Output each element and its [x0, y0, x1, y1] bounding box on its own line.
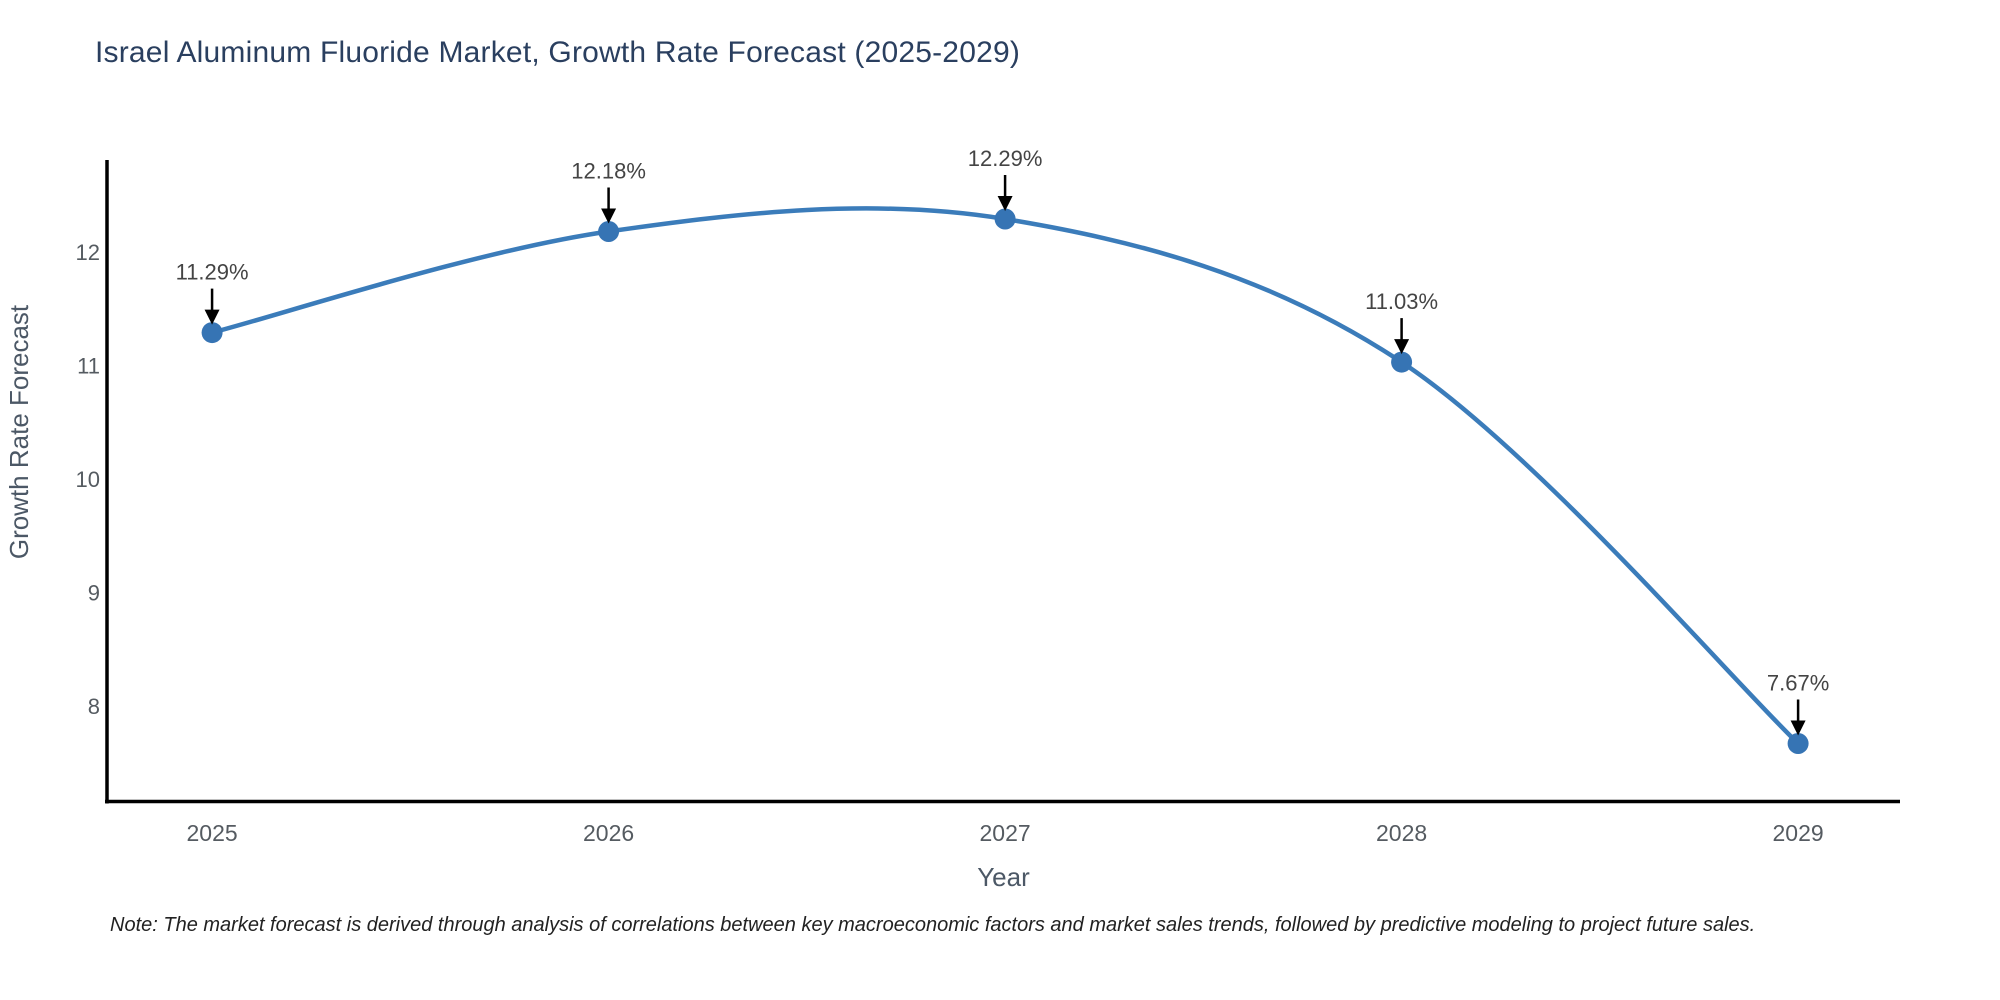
y-tick-label-11: 11 — [77, 354, 100, 379]
annotation-arrowhead-2028 — [1394, 339, 1410, 355]
annotation-label-2025: 11.29% — [176, 260, 249, 285]
x-tick-label-2027: 2027 — [980, 820, 1031, 846]
annotation-arrowhead-2025 — [204, 309, 220, 325]
annotation-label-2026: 12.18% — [571, 159, 646, 184]
annotation-label-2029: 7.67% — [1767, 671, 1829, 696]
chart-footnote: Note: The market forecast is derived thr… — [110, 914, 1756, 936]
data-point-2027[interactable] — [994, 208, 1016, 230]
data-point-2028[interactable] — [1391, 351, 1413, 373]
y-tick-label-10: 10 — [76, 467, 100, 492]
annotation-arrowhead-2029 — [1790, 720, 1806, 736]
y-tick-label-9: 9 — [88, 581, 100, 606]
x-tick-label-2028: 2028 — [1376, 820, 1427, 846]
annotation-label-2028: 11.03% — [1365, 289, 1438, 314]
x-tick-label-2025: 2025 — [187, 820, 238, 846]
x-axis-title: Year — [977, 862, 1030, 892]
chart-title: Israel Aluminum Fluoride Market, Growth … — [95, 36, 1021, 69]
x-tick-label-2026: 2026 — [583, 820, 634, 846]
y-tick-label-8: 8 — [88, 694, 100, 719]
data-point-2026[interactable] — [598, 221, 620, 242]
annotation-label-2027: 12.29% — [968, 146, 1043, 171]
series-line — [209, 206, 1801, 746]
x-tick-label-2029: 2029 — [1773, 820, 1824, 846]
y-tick-label-12: 12 — [76, 240, 100, 265]
annotation-arrowhead-2027 — [997, 196, 1013, 211]
y-axis-title: Growth Rate Forecast — [4, 304, 34, 559]
data-point-2025[interactable] — [201, 322, 223, 344]
data-point-2029[interactable] — [1787, 733, 1809, 754]
annotation-arrowhead-2026 — [601, 208, 617, 224]
